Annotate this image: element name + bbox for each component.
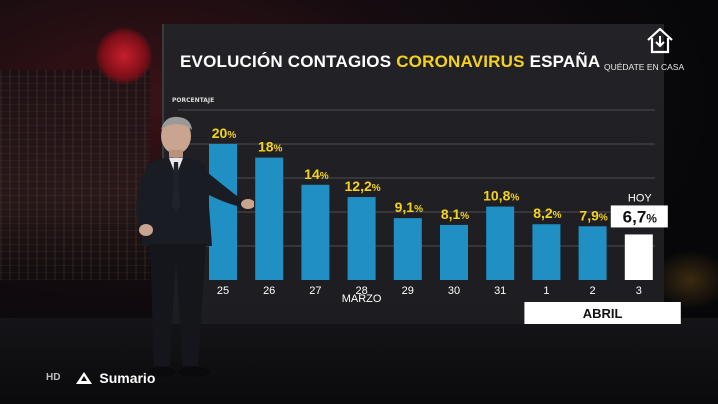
data-label: 10,8%: [483, 188, 519, 204]
category-label: 29: [402, 285, 414, 297]
bar: [440, 224, 468, 280]
bar: [255, 157, 284, 280]
hd-badge: HD: [46, 372, 61, 384]
data-label: 18%: [258, 139, 283, 155]
category-label: 1: [543, 285, 549, 297]
data-label: 12,2%: [345, 178, 381, 194]
category-label: 26: [263, 285, 275, 297]
category-label: 31: [494, 285, 506, 297]
category-label: 27: [309, 285, 321, 297]
category-label: 2: [590, 285, 596, 297]
month-box: [524, 302, 681, 324]
title-highlight: CORONAVIRUS: [396, 52, 525, 71]
category-label: 30: [448, 285, 460, 297]
category-label: 25: [217, 285, 229, 297]
data-label: 6,7%: [623, 207, 658, 226]
red-light-glow: [96, 28, 152, 84]
data-label: 9,1%: [395, 199, 423, 215]
today-value-box: [610, 205, 668, 228]
category-label: 28: [355, 285, 367, 297]
month-label: ABRIL: [583, 306, 623, 321]
presenter-figure: [136, 116, 254, 377]
data-label: 7,9%: [579, 207, 607, 223]
bar: [347, 197, 376, 280]
city-backdrop: [0, 70, 150, 280]
title-part1: EVOLUCIÓN CONTAGIOS: [180, 52, 397, 71]
today-caption: HOY: [628, 192, 653, 204]
data-label: 14%: [304, 166, 329, 182]
channel-branding: HD Sumario: [46, 369, 155, 387]
y-axis-label: PORCENTAJE: [172, 97, 215, 104]
house-icon: [647, 27, 673, 54]
chart-title: EVOLUCIÓN CONTAGIOS CORONAVIRUS ESPAÑA: [180, 52, 600, 72]
month-label: MARZO: [342, 293, 382, 305]
data-label: 8,2%: [533, 205, 561, 221]
data-label: 20%: [212, 125, 237, 141]
bar: [486, 206, 515, 280]
bar: [209, 144, 237, 280]
bar: [393, 218, 422, 280]
bar: [532, 224, 561, 280]
studio-floor: [0, 318, 718, 404]
data-label: 8,1%: [441, 206, 469, 222]
title-part2: ESPAÑA: [524, 52, 601, 71]
antena3-logo-icon: [75, 371, 92, 384]
bar: [578, 226, 607, 280]
program-title: Sumario: [99, 369, 156, 386]
bar: [624, 234, 653, 280]
slogan-text: QUÉDATE EN CASA: [604, 62, 685, 72]
category-label: 3: [636, 285, 642, 297]
bar: [301, 184, 330, 280]
